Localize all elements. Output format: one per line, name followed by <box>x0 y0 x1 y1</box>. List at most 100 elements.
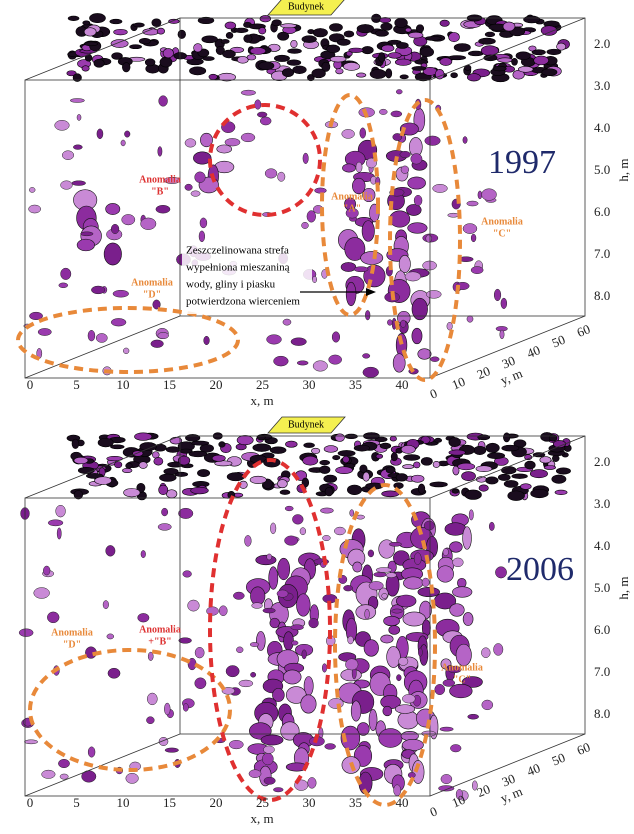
blob <box>259 15 272 23</box>
blob <box>133 22 145 28</box>
blob <box>423 520 435 531</box>
blob <box>277 171 286 182</box>
blob <box>432 460 441 468</box>
blob <box>403 454 421 461</box>
blob <box>362 471 370 482</box>
blob <box>177 29 186 39</box>
blob <box>449 683 473 699</box>
blob <box>114 461 123 469</box>
blob <box>434 684 446 695</box>
blob <box>348 47 364 53</box>
blob <box>272 688 285 702</box>
blob <box>282 318 292 326</box>
blob <box>410 153 423 165</box>
y-tick-label: 30 <box>500 771 518 790</box>
blob <box>328 698 344 709</box>
blob <box>326 44 341 54</box>
blob <box>71 180 86 186</box>
blob <box>439 19 450 27</box>
blob <box>381 44 395 52</box>
blob <box>271 19 282 27</box>
arrow-head <box>366 288 376 296</box>
blob <box>251 602 263 609</box>
blob <box>551 474 567 484</box>
blob <box>499 329 505 340</box>
blob <box>262 607 276 614</box>
blob <box>442 679 456 687</box>
blob <box>321 61 331 72</box>
annotation-line: wypełniona mieszaniną <box>186 262 290 274</box>
blob <box>311 447 321 454</box>
blob <box>147 651 154 661</box>
blob <box>429 481 448 488</box>
blob <box>222 49 236 59</box>
blob <box>462 223 478 234</box>
blob <box>319 465 331 474</box>
blob <box>410 474 425 483</box>
blob <box>198 230 205 243</box>
blob <box>255 554 277 566</box>
blob <box>276 589 289 598</box>
blob <box>193 151 212 165</box>
blob <box>256 631 266 651</box>
y-tick-label: 10 <box>450 792 468 811</box>
blob <box>220 39 230 44</box>
blob <box>455 789 463 800</box>
blob <box>55 504 66 518</box>
blob <box>96 128 104 140</box>
blob <box>478 37 496 45</box>
blob <box>307 74 315 82</box>
blob <box>151 18 162 27</box>
blob <box>416 24 425 33</box>
x-tick-label: 15 <box>163 377 176 392</box>
x-tick-label: 30 <box>303 795 316 810</box>
blob <box>387 319 393 326</box>
blob <box>385 68 393 79</box>
blob <box>270 522 277 535</box>
annotation-line: Zeszczelinowana strefa <box>186 245 289 257</box>
blob <box>382 705 393 717</box>
blob <box>60 267 72 280</box>
blob <box>178 507 194 519</box>
blob <box>345 281 357 307</box>
blob <box>497 57 513 63</box>
blob <box>185 434 201 442</box>
blob <box>344 433 358 440</box>
blob <box>37 328 52 336</box>
blob <box>442 548 449 557</box>
anomaly-code: "D" <box>143 289 161 300</box>
blob <box>273 787 284 793</box>
building-label: Budynek <box>288 419 324 430</box>
x-tick-label: 40 <box>396 795 409 810</box>
blob <box>105 545 116 557</box>
blob <box>61 150 75 160</box>
blob <box>503 480 519 488</box>
blob <box>283 631 294 651</box>
blob <box>365 310 371 321</box>
blob <box>355 72 367 78</box>
blob <box>203 335 210 346</box>
blob <box>249 722 272 740</box>
blob <box>124 130 131 138</box>
blob <box>356 24 374 34</box>
blob <box>283 669 302 685</box>
blob <box>345 207 359 219</box>
x-tick-label: 0 <box>27 795 34 810</box>
blob <box>187 599 200 612</box>
building-marker <box>267 416 346 434</box>
blob <box>462 136 468 144</box>
blob <box>284 505 294 512</box>
blob <box>197 16 215 25</box>
blob <box>56 527 62 540</box>
radar-blobs <box>23 13 570 378</box>
blob <box>194 171 206 183</box>
blob <box>353 444 371 452</box>
blob <box>350 700 362 722</box>
blob <box>461 676 483 688</box>
blob <box>236 56 249 64</box>
blob <box>400 165 410 174</box>
building-label: Budynek <box>288 1 324 12</box>
blob <box>122 468 133 473</box>
blob <box>277 31 290 41</box>
h-tick-label: 2.0 <box>594 454 610 469</box>
